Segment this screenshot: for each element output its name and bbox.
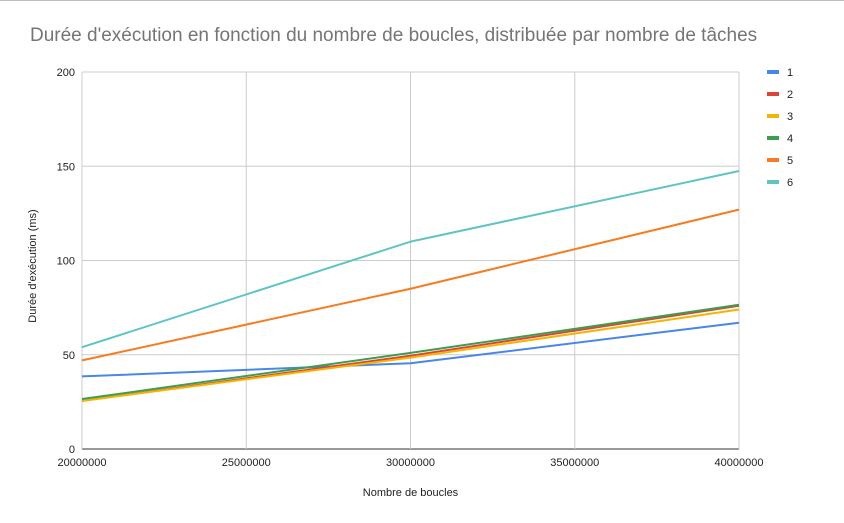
y-axis-ticks: 0 50 100 150 200 [57,67,75,456]
legend: 1 2 3 4 5 6 [767,67,793,189]
legend-swatch-1 [767,70,779,74]
grid [81,71,740,450]
x-tick-label: 20000000 [58,457,107,469]
x-tick-label: 30000000 [386,457,435,469]
y-tick-label: 0 [69,444,75,456]
y-axis-title: Durée d'exécution (ms) [27,209,39,322]
legend-label-4[interactable]: 4 [787,133,793,145]
legend-swatch-2 [767,92,779,96]
y-tick-label: 50 [63,350,75,362]
x-axis-ticks: 20000000 25000000 30000000 35000000 40000000 [58,457,764,469]
x-tick-label: 35000000 [550,457,599,469]
x-tick-label: 25000000 [222,457,271,469]
series-line-4[interactable] [81,303,740,401]
legend-swatch-4 [767,136,779,140]
series-line-3[interactable] [81,308,740,402]
legend-swatch-5 [767,158,779,162]
legend-swatch-6 [767,180,779,184]
legend-label-3[interactable]: 3 [787,111,793,123]
x-axis-title: Nombre de boucles [363,487,459,499]
series-lines [81,169,740,402]
y-tick-label: 100 [57,256,75,268]
series-line-5[interactable] [81,208,740,362]
series-line-6[interactable] [81,169,740,349]
chart-title: Durée d'exécution en fonction du nombre … [30,25,758,46]
legend-label-5[interactable]: 5 [787,155,793,167]
y-tick-label: 200 [57,67,75,79]
series-line-1[interactable] [81,321,740,378]
legend-label-1[interactable]: 1 [787,67,793,79]
y-tick-label: 150 [57,161,75,173]
x-tick-label: 40000000 [715,457,764,469]
legend-label-2[interactable]: 2 [787,89,793,101]
legend-swatch-3 [767,114,779,118]
legend-label-6[interactable]: 6 [787,177,793,189]
